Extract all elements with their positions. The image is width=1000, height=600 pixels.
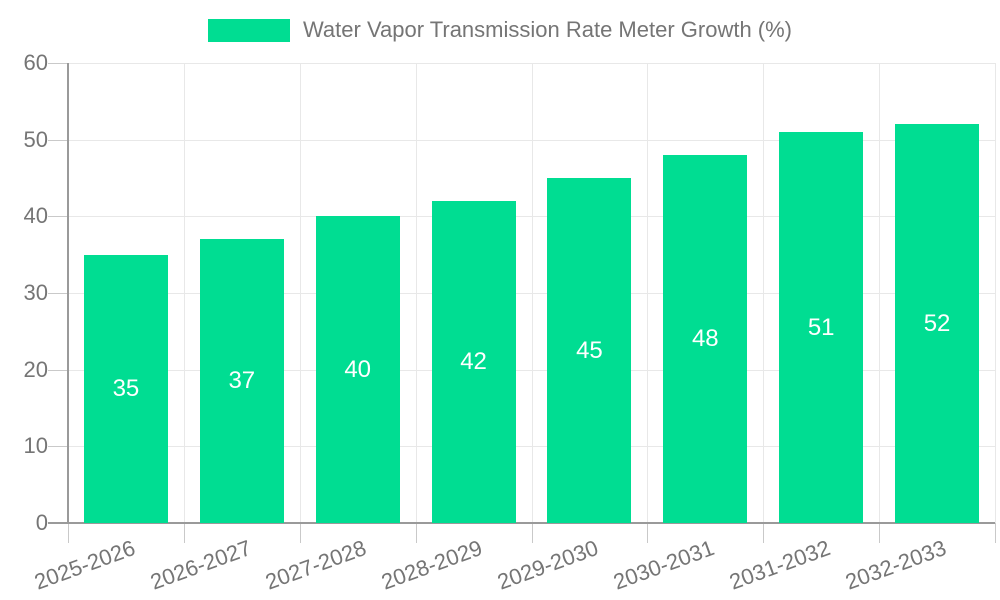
bar-value-label: 51 — [807, 313, 835, 341]
gridline-vertical — [184, 63, 185, 523]
y-axis-tick — [48, 140, 68, 141]
gridline-vertical — [416, 63, 417, 523]
y-axis-label: 30 — [23, 280, 48, 305]
x-axis-tick — [532, 523, 533, 543]
x-axis-label: 2032-2033 — [841, 535, 950, 595]
x-axis-label: 2025-2026 — [30, 535, 139, 595]
bar-value-label: 37 — [228, 367, 256, 395]
bar-2026-2027[interactable] — [199, 239, 284, 523]
legend-swatch — [207, 18, 290, 42]
x-axis-label: 2028-2029 — [378, 535, 486, 595]
y-axis-tick — [48, 370, 68, 371]
x-axis-tick — [300, 523, 301, 543]
x-axis-tick — [763, 523, 764, 543]
bar-value-label: 52 — [923, 309, 951, 337]
bar-2029-2030[interactable] — [547, 178, 632, 523]
gridline-vertical — [647, 63, 648, 523]
y-axis-tick — [48, 63, 68, 64]
gridline-vertical — [995, 63, 996, 523]
bar-value-label: 48 — [691, 325, 719, 352]
bar-2027-2028[interactable] — [315, 216, 400, 523]
gridline-vertical — [763, 63, 764, 523]
y-axis-label: 60 — [23, 50, 48, 75]
x-axis-tick — [184, 523, 185, 543]
y-axis-label: 10 — [23, 433, 48, 458]
legend-label: Water Vapor Transmission Rate Meter Grow… — [302, 17, 793, 42]
gridline-horizontal — [68, 446, 995, 447]
y-axis-tick — [48, 446, 68, 447]
x-axis-label: 2027-2028 — [262, 535, 370, 595]
gridline-horizontal — [68, 293, 995, 294]
x-axis-tick — [68, 523, 69, 543]
x-axis-tick — [879, 523, 880, 543]
y-axis-label: 20 — [23, 357, 48, 382]
bar-value-label: 45 — [576, 336, 603, 364]
bar-2030-2031[interactable] — [663, 155, 748, 523]
gridline-vertical — [532, 63, 533, 523]
y-axis-tick — [48, 216, 68, 217]
bar-2025-2026[interactable] — [83, 254, 168, 523]
gridline-vertical — [879, 63, 880, 523]
y-axis-tick — [48, 293, 68, 294]
bar-value-label: 35 — [112, 374, 140, 402]
x-axis-line — [48, 522, 995, 524]
bar-2032-2033[interactable] — [895, 124, 980, 523]
y-axis-label: 0 — [35, 510, 48, 535]
gridline-horizontal — [68, 63, 995, 64]
gridline-horizontal — [68, 370, 995, 371]
x-axis-label: 2026-2027 — [146, 535, 255, 595]
x-axis-tick — [647, 523, 648, 543]
chart-legend[interactable]: Water Vapor Transmission Rate Meter Grow… — [0, 17, 1000, 43]
x-axis-label: 2031-2032 — [725, 535, 834, 595]
gridline-horizontal — [68, 216, 995, 217]
bar-2028-2029[interactable] — [431, 201, 516, 523]
y-axis-line — [67, 63, 69, 523]
x-axis-tick — [995, 523, 996, 543]
x-axis-label: 2030-2031 — [610, 535, 718, 595]
x-axis-tick — [416, 523, 417, 543]
gridline-horizontal — [68, 140, 995, 141]
bar-2031-2032[interactable] — [779, 132, 864, 523]
gridline-vertical — [300, 63, 301, 523]
bar-value-label: 40 — [344, 355, 372, 383]
y-axis-label: 40 — [23, 203, 48, 228]
y-axis-label: 50 — [23, 127, 48, 152]
x-axis-label: 2029-2030 — [494, 535, 602, 595]
bar-value-label: 42 — [460, 348, 487, 375]
